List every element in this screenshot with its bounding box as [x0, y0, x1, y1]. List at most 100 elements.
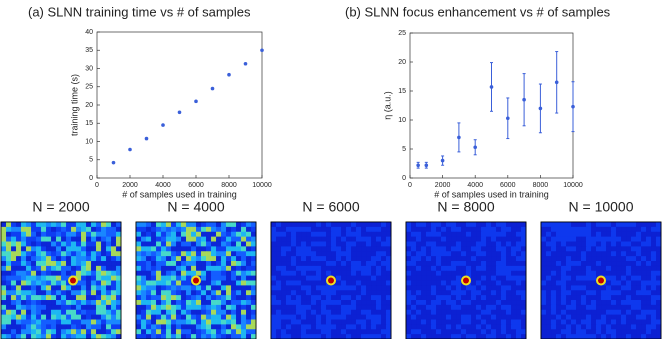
heatmap-cell	[511, 300, 517, 306]
heatmap-cell	[326, 314, 332, 320]
heatmap-cell	[436, 275, 442, 281]
heatmap-cell	[656, 231, 662, 237]
heatmap-cell	[246, 319, 252, 325]
heatmap-cell	[86, 246, 92, 252]
heatmap-cell	[291, 334, 297, 340]
heatmap-cell	[521, 300, 527, 306]
heatmap-cell	[181, 251, 187, 257]
heatmap-cell	[151, 319, 157, 325]
heatmap-cell	[71, 290, 77, 296]
heatmap-cell	[371, 270, 377, 276]
point	[161, 123, 165, 127]
heatmap-cell	[641, 256, 647, 262]
heatmap-cell	[16, 231, 22, 237]
heatmap-cell	[466, 261, 472, 267]
heatmap-cell	[101, 300, 107, 306]
heatmap-cell	[421, 300, 427, 306]
heatmap-cell	[76, 241, 82, 247]
heatmap-cell	[151, 261, 157, 267]
heatmap-cell	[516, 256, 522, 262]
heatmap-cell	[241, 222, 247, 228]
heatmap-cell	[86, 295, 92, 301]
heatmap-cell	[371, 256, 377, 262]
heatmap-cell	[236, 324, 242, 330]
heatmap-cell	[31, 329, 37, 335]
heatmap-cell	[521, 222, 527, 228]
heatmap-cell	[546, 314, 552, 320]
heatmap-cell	[551, 300, 557, 306]
heatmap-cell	[151, 270, 157, 276]
heatmap-cell	[291, 300, 297, 306]
heatmap-cell	[521, 324, 527, 330]
heatmap-cell	[56, 236, 62, 242]
heatmap-cell	[151, 246, 157, 252]
heatmap-cell	[626, 300, 632, 306]
heatmap-cell	[651, 251, 657, 257]
heatmap-cell	[221, 324, 227, 330]
heatmap-cell	[436, 290, 442, 296]
heatmap-cell	[646, 290, 652, 296]
heatmap-cell	[21, 329, 27, 335]
heatmap-cell	[86, 304, 92, 310]
heatmap-cell	[471, 324, 477, 330]
heatmap-cell	[381, 309, 387, 315]
heatmap-cell	[501, 300, 507, 306]
heatmap-cell	[566, 226, 572, 232]
heatmap-cell	[516, 231, 522, 237]
heatmap-cell	[296, 251, 302, 257]
heatmap-cell	[486, 275, 492, 281]
heatmap-cell	[201, 324, 207, 330]
heatmap-cell	[506, 295, 512, 301]
heatmap-cell	[486, 300, 492, 306]
heatmap-cell	[211, 285, 217, 291]
heatmap-cell	[586, 334, 592, 340]
heatmap-cell	[211, 280, 217, 286]
heatmap-cell	[306, 261, 312, 267]
heatmap-cell	[46, 231, 52, 237]
heatmap-cell	[41, 261, 47, 267]
heatmap-cell	[226, 222, 232, 228]
heatmap-cell	[541, 231, 547, 237]
heatmap-cell	[246, 265, 252, 271]
heatmap-cell	[616, 304, 622, 310]
heatmap-cell	[521, 236, 527, 242]
heatmap-cell	[611, 304, 617, 310]
heatmap-cell	[626, 246, 632, 252]
heatmap-cell	[581, 285, 587, 291]
heatmap-cell	[71, 246, 77, 252]
heatmap-cell	[636, 314, 642, 320]
heatmap-cell	[501, 256, 507, 262]
heatmap-cell	[346, 261, 352, 267]
heatmap-cell	[56, 285, 62, 291]
heatmap-cell	[326, 256, 332, 262]
heatmap-cell	[226, 314, 232, 320]
heatmap-cell	[136, 280, 142, 286]
heatmap-cell	[556, 251, 562, 257]
heatmap-cell	[141, 324, 147, 330]
heatmap	[135, 221, 257, 340]
heatmap-cell	[316, 222, 322, 228]
heatmap-cell	[221, 280, 227, 286]
heatmap-cell	[496, 256, 502, 262]
heatmap-cell	[281, 334, 287, 340]
heatmap-cell	[56, 304, 62, 310]
chart-title: (b) SLNN focus enhancement vs # of sampl…	[345, 4, 611, 19]
heatmap-cell	[476, 231, 482, 237]
heatmap-cell	[211, 226, 217, 232]
heatmap-cell	[146, 324, 152, 330]
heatmap-cell	[451, 329, 457, 335]
heatmap-cell	[81, 222, 87, 228]
heatmap-cell	[471, 304, 477, 310]
heatmap-cell	[351, 251, 357, 257]
heatmap-cell	[136, 290, 142, 296]
heatmap-cell	[476, 300, 482, 306]
heatmap-cell	[6, 246, 12, 252]
heatmap-cell	[216, 280, 222, 286]
heatmap-cell	[71, 304, 77, 310]
heatmap-cell	[116, 285, 122, 291]
heatmap-cell	[106, 334, 112, 340]
heatmap-cell	[456, 319, 462, 325]
heatmap-cell	[141, 241, 147, 247]
heatmap-cell	[166, 226, 172, 232]
heatmap-cell	[421, 241, 427, 247]
